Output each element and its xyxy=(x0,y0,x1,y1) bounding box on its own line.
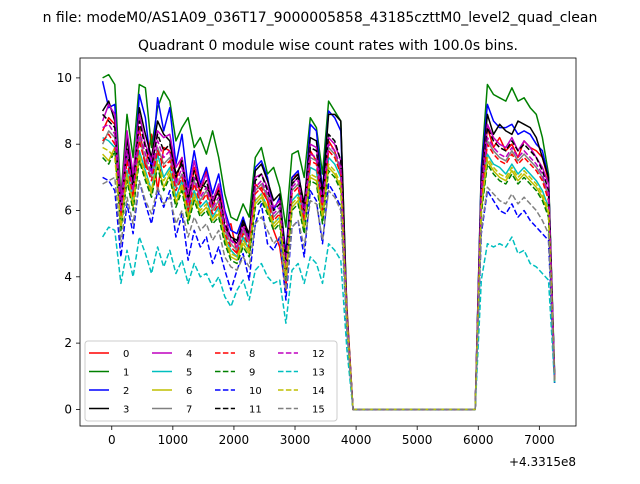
chart-suptitle: n file: modeM0/AS1A09_036T17_9000005858_… xyxy=(43,10,598,26)
legend-label-8: 8 xyxy=(249,349,255,360)
legend-label-0: 0 xyxy=(123,349,129,360)
legend-label-11: 11 xyxy=(249,405,262,416)
y-tick-label: 0 xyxy=(64,402,72,416)
legend-label-7: 7 xyxy=(186,405,192,416)
series-line-13 xyxy=(101,226,556,411)
legend-label-5: 5 xyxy=(186,368,192,379)
legend-box xyxy=(84,340,338,422)
x-tick-label: 6000 xyxy=(463,433,494,447)
plot-frame xyxy=(79,57,577,427)
y-tick-label: 6 xyxy=(64,204,72,218)
x-tick-label: 4000 xyxy=(341,433,372,447)
x-tick-label: 2000 xyxy=(219,433,250,447)
y-tick-label: 2 xyxy=(64,336,72,350)
y-tick-label: 8 xyxy=(64,137,72,151)
legend-label-15: 15 xyxy=(312,405,325,416)
y-tick-label: 10 xyxy=(57,71,72,85)
legend-label-3: 3 xyxy=(123,405,129,416)
legend-label-6: 6 xyxy=(186,386,192,397)
chart-title: Quadrant 0 module wise count rates with … xyxy=(138,38,518,54)
legend-label-2: 2 xyxy=(123,386,129,397)
x-offset-label: +4.3315e8 xyxy=(509,455,576,469)
x-tick-label: 3000 xyxy=(280,433,311,447)
x-tick-label: 0 xyxy=(108,433,116,447)
legend-label-14: 14 xyxy=(312,386,325,397)
x-tick-label: 1000 xyxy=(158,433,189,447)
legend-label-10: 10 xyxy=(249,386,262,397)
y-tick-label: 4 xyxy=(64,270,72,284)
x-tick-label: 5000 xyxy=(402,433,433,447)
series-layer xyxy=(101,73,556,411)
legend-label-4: 4 xyxy=(186,349,192,360)
legend-label-1: 1 xyxy=(123,368,129,379)
series-line-11 xyxy=(102,113,556,411)
legend-label-9: 9 xyxy=(249,368,255,379)
legend-label-12: 12 xyxy=(312,349,325,360)
legend-label-13: 13 xyxy=(312,368,325,379)
series-line-10 xyxy=(102,176,556,411)
series-line-15 xyxy=(102,176,556,411)
x-tick-label: 7000 xyxy=(524,433,555,447)
